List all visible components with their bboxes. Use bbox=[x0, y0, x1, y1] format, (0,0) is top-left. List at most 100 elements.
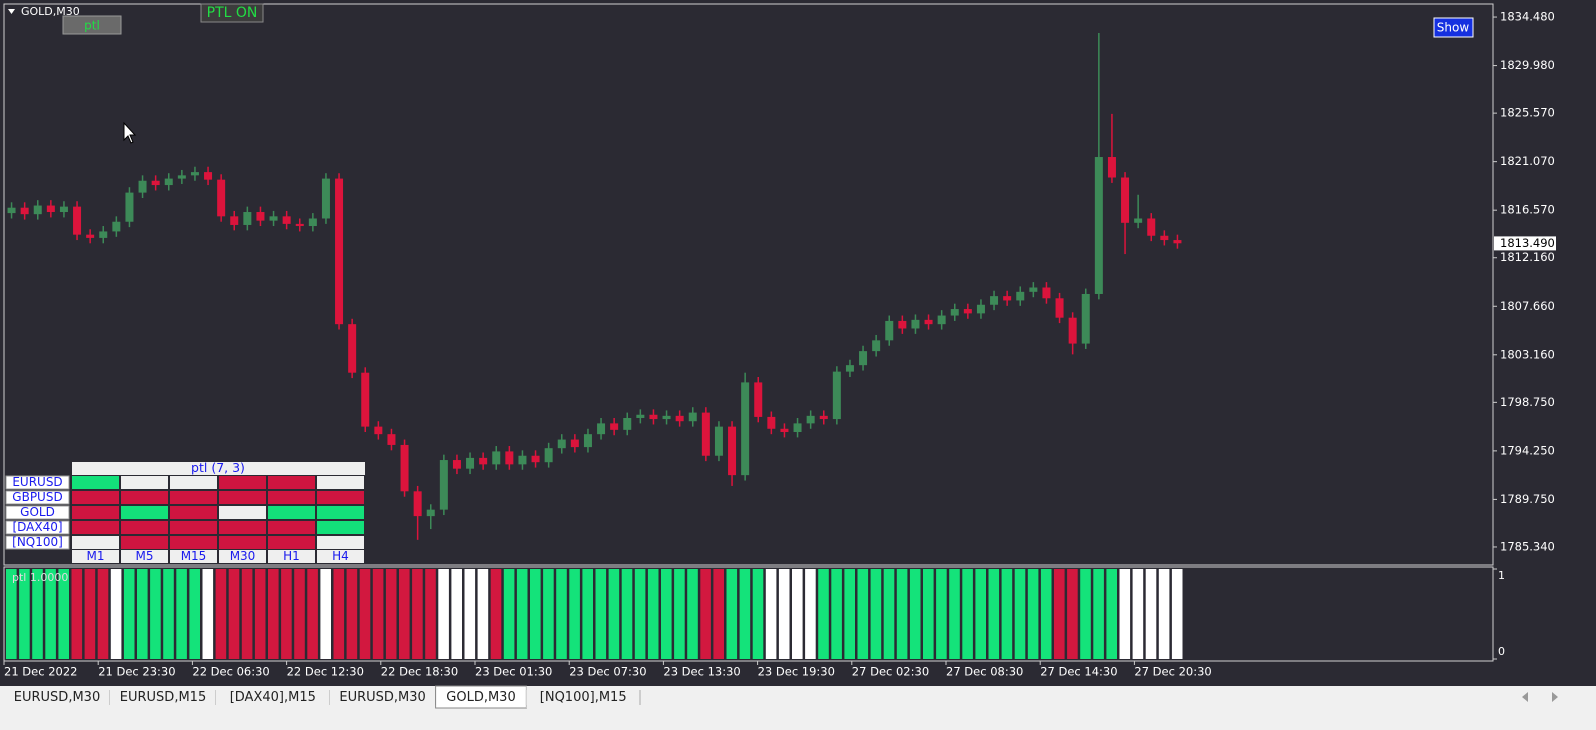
candle-body bbox=[426, 509, 435, 517]
candle-body bbox=[963, 309, 972, 314]
tab[interactable] bbox=[4, 686, 110, 708]
collapse-arrow[interactable] bbox=[8, 9, 15, 14]
ptl-status-button[interactable] bbox=[200, 3, 264, 23]
signal-cell bbox=[170, 476, 217, 489]
tab-label[interactable]: EURUSD,M15 bbox=[120, 690, 206, 705]
indicator-bar bbox=[896, 569, 908, 659]
x-tick-label: 23 Dec 13:30 bbox=[663, 665, 740, 679]
y-tick-label: 1803.160 bbox=[1500, 347, 1555, 361]
candle-body bbox=[295, 223, 304, 227]
candle-body bbox=[321, 178, 330, 219]
tab[interactable] bbox=[526, 686, 640, 708]
indicator-bar bbox=[281, 569, 292, 659]
tab-label[interactable]: [DAX40],M15 bbox=[230, 690, 316, 705]
y-tick-label: 1807.660 bbox=[1500, 299, 1555, 313]
candle-body bbox=[413, 491, 422, 517]
indicator-bar bbox=[123, 569, 135, 659]
candle-body bbox=[557, 439, 566, 449]
show-button-label[interactable]: Show bbox=[1437, 21, 1470, 35]
tab[interactable] bbox=[329, 686, 436, 708]
signal-cell bbox=[268, 476, 315, 489]
symbol-cell bbox=[5, 475, 70, 490]
signal-cell bbox=[219, 506, 266, 519]
indicator-bar bbox=[818, 569, 829, 659]
candle-body bbox=[1055, 298, 1064, 318]
x-tick-label: 23 Dec 07:30 bbox=[569, 665, 646, 679]
candle-body bbox=[780, 428, 789, 433]
indicator-bar bbox=[163, 569, 174, 659]
candle-body bbox=[898, 320, 907, 329]
candle-body bbox=[73, 206, 82, 235]
y-tick-label: 1834.480 bbox=[1500, 10, 1555, 24]
indicator-bar bbox=[490, 569, 502, 659]
indicator-bar bbox=[844, 569, 855, 659]
signal-cell bbox=[317, 491, 364, 504]
indicator-bar bbox=[1080, 569, 1091, 659]
tab[interactable] bbox=[216, 686, 330, 708]
y-tick-label: 1794.250 bbox=[1500, 443, 1555, 457]
ptl-status-label[interactable]: PTL ON bbox=[207, 5, 258, 21]
signal-cell bbox=[121, 491, 168, 504]
candle-body bbox=[583, 434, 592, 448]
candle-body bbox=[885, 320, 894, 341]
indicator-bar bbox=[268, 569, 279, 659]
candle-body bbox=[505, 451, 514, 465]
indicator-bar bbox=[19, 569, 30, 659]
candle-body bbox=[1042, 287, 1051, 299]
candle-body bbox=[308, 218, 317, 227]
signal-cell bbox=[121, 476, 168, 489]
candle-body bbox=[636, 414, 645, 418]
candle-body bbox=[59, 206, 68, 213]
tab-label[interactable]: EURUSD,M30 bbox=[339, 690, 425, 705]
indicator-bar bbox=[831, 569, 842, 659]
timeframe-label: M30 bbox=[230, 549, 256, 563]
indicator-bar bbox=[359, 569, 371, 659]
current-price-box bbox=[1494, 236, 1556, 251]
signal-cell bbox=[121, 521, 168, 534]
signal-cell bbox=[317, 476, 364, 489]
signal-cell bbox=[170, 491, 217, 504]
indicator-bar bbox=[1171, 569, 1183, 659]
tab[interactable] bbox=[110, 686, 216, 708]
show-button[interactable] bbox=[1433, 17, 1474, 38]
indicator-bar bbox=[137, 569, 148, 659]
indicator-bar bbox=[765, 569, 777, 659]
current-price-label: 1813.490 bbox=[1500, 236, 1555, 250]
indicator-bar bbox=[412, 569, 423, 659]
indicator-pane-border bbox=[3, 566, 1494, 662]
timeframe-cell bbox=[170, 550, 217, 563]
candle-body bbox=[1081, 293, 1090, 344]
indicator-bar bbox=[870, 569, 882, 659]
indicator-bar bbox=[595, 569, 607, 659]
ptl-button[interactable] bbox=[62, 15, 122, 35]
candle-body bbox=[1094, 157, 1103, 294]
candle-body bbox=[544, 448, 553, 463]
signal-cell bbox=[72, 521, 119, 534]
signal-cell bbox=[72, 476, 119, 489]
indicator-bar bbox=[792, 569, 803, 659]
candle-body bbox=[1173, 240, 1182, 244]
indicator-bar bbox=[936, 569, 947, 659]
timeframe-label: H1 bbox=[283, 549, 300, 563]
dashboard-title-cell bbox=[72, 462, 365, 475]
indicator-bar bbox=[883, 569, 895, 659]
tab-label[interactable]: GOLD,M30 bbox=[446, 690, 515, 705]
indicator-bar bbox=[1145, 569, 1157, 659]
candle-body bbox=[86, 234, 95, 238]
x-tick-label: 22 Dec 18:30 bbox=[381, 665, 458, 679]
indicator-bar bbox=[58, 569, 69, 659]
candle-body bbox=[400, 444, 409, 492]
tab-label[interactable]: [NQ100],M15 bbox=[540, 690, 627, 705]
candle-body bbox=[1147, 218, 1156, 236]
indicator-bar bbox=[45, 569, 56, 659]
indicator-bar bbox=[988, 569, 1000, 659]
ptl-button-label[interactable]: ptl bbox=[84, 19, 100, 33]
candle-body bbox=[741, 382, 750, 476]
y-tick-label: 1821.070 bbox=[1500, 154, 1555, 168]
candle-body bbox=[1160, 235, 1169, 241]
signal-cell bbox=[219, 491, 266, 504]
indicator-bar bbox=[71, 569, 83, 659]
indicator-bar bbox=[674, 569, 685, 659]
timeframe-label: M1 bbox=[87, 549, 105, 563]
tab-label[interactable]: EURUSD,M30 bbox=[14, 690, 100, 705]
